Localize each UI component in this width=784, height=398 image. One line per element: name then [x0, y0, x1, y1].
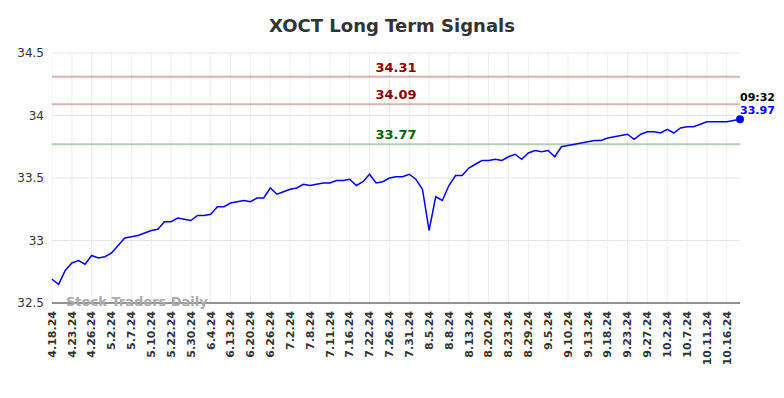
svg-text:8.23.24: 8.23.24	[502, 311, 515, 358]
svg-text:6.26.24: 6.26.24	[264, 311, 277, 358]
svg-text:34.09: 34.09	[375, 87, 416, 102]
svg-text:10.2.24: 10.2.24	[661, 311, 674, 358]
svg-text:9.23.24: 9.23.24	[621, 311, 634, 358]
svg-text:6.4.24: 6.4.24	[205, 311, 218, 350]
svg-text:7.16.24: 7.16.24	[344, 311, 357, 358]
svg-text:9.5.24: 9.5.24	[542, 311, 555, 350]
svg-text:09:32: 09:32	[740, 91, 775, 104]
html-text:Stock Traders Daily: Stock Traders Daily	[66, 294, 208, 309]
svg-text:4.26.24: 4.26.24	[86, 311, 99, 358]
svg-text:5.7.24: 5.7.24	[125, 311, 138, 350]
svg-text:33.77: 33.77	[375, 127, 416, 142]
svg-text:7.8.24: 7.8.24	[304, 311, 317, 350]
svg-text:5.10.24: 5.10.24	[145, 311, 158, 358]
svg-text:8.13.24: 8.13.24	[463, 311, 476, 358]
svg-text:10.11.24: 10.11.24	[701, 311, 714, 366]
svg-text:34.31: 34.31	[375, 60, 416, 75]
svg-text:7.31.24: 7.31.24	[403, 311, 416, 358]
svg-text:7.2.24: 7.2.24	[284, 311, 297, 350]
svg-text:6.13.24: 6.13.24	[224, 311, 237, 358]
svg-text:33: 33	[29, 234, 44, 248]
svg-text:10.16.24: 10.16.24	[721, 311, 734, 366]
svg-text:7.11.24: 7.11.24	[324, 311, 337, 358]
svg-text:33.97: 33.97	[740, 104, 775, 117]
html-text:XOCT Long Term Signals: XOCT Long Term Signals	[269, 15, 515, 36]
svg-text:4.23.24: 4.23.24	[66, 311, 79, 358]
svg-text:8.5.24: 8.5.24	[423, 311, 436, 350]
svg-text:34.5: 34.5	[17, 46, 44, 60]
svg-text:9.13.24: 9.13.24	[582, 311, 595, 358]
svg-text:7.22.24: 7.22.24	[363, 311, 376, 358]
svg-text:6.20.24: 6.20.24	[244, 311, 257, 358]
svg-text:9.18.24: 9.18.24	[602, 311, 615, 358]
svg-text:32.5: 32.5	[17, 296, 44, 310]
svg-text:5.2.24: 5.2.24	[105, 311, 118, 350]
svg-text:9.27.24: 9.27.24	[641, 311, 654, 358]
svg-text:8.29.24: 8.29.24	[522, 311, 535, 358]
svg-text:5.22.24: 5.22.24	[165, 311, 178, 358]
svg-text:8.8.24: 8.8.24	[443, 311, 456, 350]
svg-text:7.26.24: 7.26.24	[383, 311, 396, 358]
svg-text:9.10.24: 9.10.24	[562, 311, 575, 358]
svg-text:34: 34	[29, 109, 44, 123]
svg-text:5.30.24: 5.30.24	[185, 311, 198, 358]
svg-text:4.18.24: 4.18.24	[46, 311, 59, 358]
svg-text:33.5: 33.5	[17, 171, 44, 185]
svg-text:8.20.24: 8.20.24	[482, 311, 495, 358]
svg-text:10.7.24: 10.7.24	[681, 311, 694, 358]
